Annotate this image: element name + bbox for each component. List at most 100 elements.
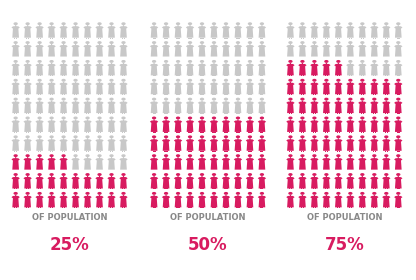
Polygon shape (291, 75, 292, 76)
Polygon shape (210, 157, 218, 170)
Circle shape (212, 79, 216, 82)
Polygon shape (28, 207, 29, 208)
Polygon shape (95, 176, 104, 188)
Circle shape (121, 79, 126, 82)
Polygon shape (310, 176, 319, 188)
Circle shape (348, 173, 352, 176)
Polygon shape (176, 113, 178, 114)
Circle shape (25, 173, 30, 176)
Polygon shape (339, 75, 340, 76)
Polygon shape (166, 94, 168, 95)
Polygon shape (362, 170, 364, 171)
Polygon shape (188, 75, 190, 76)
Polygon shape (373, 94, 374, 95)
Polygon shape (119, 63, 128, 75)
Circle shape (396, 192, 401, 195)
Polygon shape (95, 44, 104, 57)
Polygon shape (234, 119, 242, 132)
Polygon shape (327, 38, 328, 39)
Circle shape (372, 60, 376, 63)
Polygon shape (370, 63, 379, 75)
Polygon shape (246, 82, 254, 94)
Polygon shape (107, 82, 116, 94)
Polygon shape (122, 207, 123, 208)
Circle shape (50, 79, 54, 82)
Polygon shape (186, 157, 194, 170)
Polygon shape (234, 195, 242, 207)
Polygon shape (12, 119, 20, 132)
Polygon shape (74, 188, 75, 189)
Polygon shape (382, 138, 391, 151)
Polygon shape (47, 138, 56, 151)
Circle shape (360, 154, 364, 157)
Circle shape (50, 154, 54, 157)
Polygon shape (110, 151, 111, 152)
Polygon shape (72, 63, 80, 75)
Polygon shape (246, 63, 254, 75)
Polygon shape (234, 101, 242, 113)
Polygon shape (236, 207, 238, 208)
Circle shape (152, 98, 156, 101)
Polygon shape (47, 119, 56, 132)
Polygon shape (226, 75, 228, 76)
Polygon shape (246, 25, 254, 38)
Polygon shape (260, 113, 262, 114)
Polygon shape (310, 82, 319, 94)
Circle shape (50, 192, 54, 195)
Polygon shape (198, 119, 206, 132)
Circle shape (25, 154, 30, 157)
Polygon shape (313, 188, 314, 189)
Polygon shape (150, 157, 158, 170)
Polygon shape (248, 38, 250, 39)
Polygon shape (234, 176, 242, 188)
Polygon shape (174, 82, 182, 94)
Polygon shape (314, 151, 316, 152)
Circle shape (300, 60, 305, 63)
Polygon shape (88, 113, 89, 114)
Polygon shape (72, 176, 80, 188)
Circle shape (164, 79, 168, 82)
Polygon shape (88, 94, 89, 95)
Polygon shape (397, 113, 398, 114)
Polygon shape (47, 176, 56, 188)
Polygon shape (374, 151, 376, 152)
Polygon shape (76, 94, 77, 95)
Polygon shape (382, 25, 391, 38)
Polygon shape (286, 138, 295, 151)
Polygon shape (262, 170, 263, 171)
Polygon shape (166, 132, 168, 133)
Polygon shape (16, 113, 17, 114)
Circle shape (62, 116, 66, 119)
Polygon shape (224, 170, 226, 171)
Circle shape (248, 135, 252, 138)
Polygon shape (250, 151, 252, 152)
Circle shape (188, 135, 192, 138)
Circle shape (97, 98, 102, 101)
Circle shape (396, 135, 401, 138)
Circle shape (360, 192, 364, 195)
Polygon shape (238, 170, 240, 171)
Polygon shape (174, 157, 182, 170)
Polygon shape (38, 170, 40, 171)
Circle shape (25, 98, 30, 101)
Polygon shape (386, 94, 388, 95)
Polygon shape (334, 195, 342, 207)
Polygon shape (327, 151, 328, 152)
Polygon shape (86, 170, 87, 171)
Polygon shape (86, 113, 87, 114)
Polygon shape (112, 207, 113, 208)
Circle shape (152, 135, 156, 138)
Polygon shape (385, 188, 386, 189)
Polygon shape (334, 63, 342, 75)
Polygon shape (248, 75, 250, 76)
Circle shape (236, 60, 240, 63)
Polygon shape (110, 113, 111, 114)
Polygon shape (176, 38, 178, 39)
Polygon shape (362, 113, 364, 114)
Polygon shape (107, 63, 116, 75)
Polygon shape (351, 151, 352, 152)
Polygon shape (153, 207, 154, 208)
Polygon shape (166, 151, 168, 152)
Polygon shape (286, 157, 295, 170)
Polygon shape (188, 113, 190, 114)
